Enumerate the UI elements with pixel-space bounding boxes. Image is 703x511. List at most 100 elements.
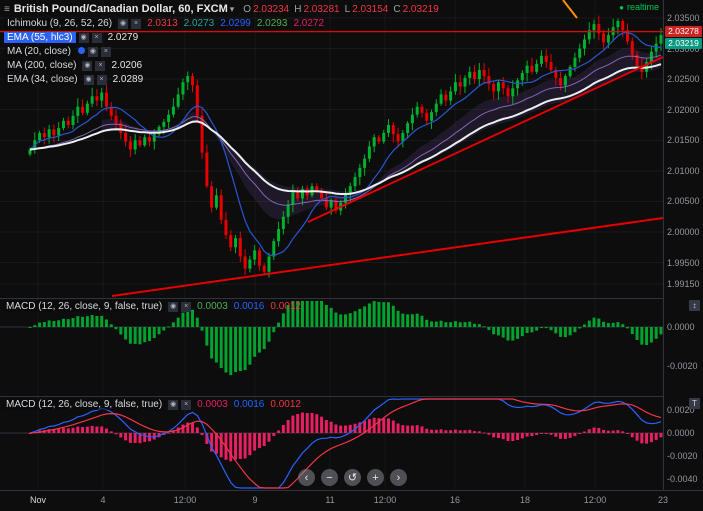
indicator-value: 2.0273 bbox=[183, 18, 215, 29]
time-tick: 16 bbox=[449, 495, 461, 505]
time-tick: 12:00 bbox=[173, 495, 197, 505]
close-icon[interactable]: × bbox=[181, 400, 192, 410]
macd2-legend: MACD (12, 26, close, 9, false, true) ◉ × 0.… bbox=[3, 399, 301, 410]
macd1-label[interactable]: MACD (12, 26, close, 9, false, true) bbox=[3, 301, 166, 312]
indicator-row: EMA (34, close) ◉ × 2.0289 bbox=[4, 73, 324, 86]
indicator-label[interactable]: EMA (34, close) bbox=[4, 74, 81, 85]
eye-icon[interactable]: ◉ bbox=[168, 302, 179, 312]
close-icon[interactable]: × bbox=[91, 33, 102, 43]
indicator-label[interactable]: EMA (55, hlc3) bbox=[4, 32, 76, 43]
time-tick: 12:00 bbox=[583, 495, 607, 505]
panel-separator[interactable] bbox=[0, 396, 703, 397]
price-chart-canvas[interactable] bbox=[0, 0, 663, 298]
price-tick: 2.01500 bbox=[667, 135, 700, 146]
price-tick: 2.03500 bbox=[667, 13, 700, 23]
indicator-row: Ichimoku (9, 26, 52, 26) ◉ × 2.0313 2.0273 2.… bbox=[4, 17, 324, 30]
time-axis[interactable]: Nov 4 12:00 9 11 12:00 16 18 12:00 23 bbox=[0, 490, 703, 511]
indicator-value: 2.0293 bbox=[256, 18, 288, 29]
macd-value: 0.0016 bbox=[233, 399, 265, 410]
ohlc-label: H bbox=[294, 4, 302, 15]
price-tick: 2.00000 bbox=[667, 227, 700, 238]
indicator-value: 2.0272 bbox=[293, 18, 325, 29]
macd1-canvas[interactable] bbox=[0, 299, 663, 396]
indicator-value: 2.0289 bbox=[112, 74, 144, 85]
close-icon[interactable]: × bbox=[95, 61, 106, 71]
eye-icon[interactable]: ◉ bbox=[168, 400, 179, 410]
panel-resize-icon[interactable]: ↕ bbox=[689, 300, 700, 311]
eye-icon[interactable]: ◉ bbox=[118, 19, 129, 29]
macd-axis-tick: 0.0000 bbox=[667, 428, 695, 438]
indicator-row: EMA (55, hlc3) ◉ × 2.0279 bbox=[4, 31, 324, 44]
macd-value: 0.0003 bbox=[197, 301, 228, 312]
macd-axis-tick: -0.0040 bbox=[667, 474, 698, 484]
time-tick: 9 bbox=[252, 495, 258, 505]
indicator-label[interactable]: MA (200, close) bbox=[4, 60, 80, 71]
indicator-row: MA (20, close) ◉ × bbox=[4, 45, 324, 58]
ohlc-label: O bbox=[243, 4, 252, 15]
close-icon[interactable]: × bbox=[96, 75, 107, 85]
eye-icon[interactable]: ◉ bbox=[78, 33, 89, 43]
menu-icon[interactable]: ≡ bbox=[4, 4, 10, 15]
chart-nav: ‹ − ↺ + › bbox=[298, 469, 407, 486]
close-icon[interactable]: × bbox=[181, 302, 192, 312]
realtime-indicator: ● realtime bbox=[619, 2, 659, 12]
close-icon[interactable]: × bbox=[131, 19, 142, 29]
chart-header: ≡ British Pound/Canadian Dollar, 60, FXCM… bbox=[4, 3, 439, 15]
ohlc-value: 2.03234 bbox=[253, 4, 290, 15]
ohlc-label: L bbox=[344, 4, 351, 15]
time-tick: 23 bbox=[657, 495, 669, 505]
macd2-canvas[interactable] bbox=[0, 397, 663, 490]
indicator-value: 2.0206 bbox=[111, 60, 143, 71]
eye-icon[interactable]: ◉ bbox=[82, 61, 93, 71]
price-badge-last: 2.03219 bbox=[665, 38, 702, 50]
macd-axis-tick: -0.0020 bbox=[667, 361, 698, 371]
realtime-dot-icon: ● bbox=[619, 3, 624, 12]
indicator-color-dot bbox=[77, 47, 85, 54]
reset-view-button[interactable]: ↺ bbox=[344, 469, 361, 486]
indicator-value: 2.0279 bbox=[107, 32, 139, 43]
macd-value: 0.0003 bbox=[197, 399, 228, 410]
price-tick: 1.99150 bbox=[667, 279, 700, 289]
time-tick: 4 bbox=[100, 495, 106, 505]
zoom-out-button[interactable]: − bbox=[321, 469, 338, 486]
eye-icon[interactable]: ◉ bbox=[87, 47, 98, 57]
eye-icon[interactable]: ◉ bbox=[83, 75, 94, 85]
macd-axis-tick: 0.0000 bbox=[667, 322, 695, 332]
indicator-legend: Ichimoku (9, 26, 52, 26) ◉ × 2.0313 2.0273 2.… bbox=[4, 17, 324, 87]
price-tick: 2.02500 bbox=[667, 74, 700, 85]
price-tick: 2.02000 bbox=[667, 104, 700, 115]
price-tick: 2.00500 bbox=[667, 196, 700, 207]
macd2-label[interactable]: MACD (12, 26, close, 9, false, true) bbox=[3, 399, 166, 410]
time-tick: Nov bbox=[29, 495, 47, 505]
indicator-label[interactable]: MA (20, close) bbox=[4, 46, 74, 57]
ohlc-value: 2.03154 bbox=[352, 4, 389, 15]
indicator-value: 2.0299 bbox=[220, 18, 251, 29]
macd-value: 0.0012 bbox=[270, 399, 301, 410]
scroll-right-button[interactable]: › bbox=[390, 469, 407, 486]
indicator-value: 2.0313 bbox=[147, 18, 178, 29]
macd-value: 0.0012 bbox=[270, 301, 301, 312]
symbol-title[interactable]: British Pound/Canadian Dollar, 60, FXCM bbox=[13, 3, 228, 15]
price-tick: 1.99500 bbox=[667, 257, 700, 268]
macd-value: 0.0016 bbox=[233, 301, 265, 312]
ohlc-label: C bbox=[393, 4, 401, 15]
time-tick: 12:00 bbox=[373, 495, 397, 505]
price-axis[interactable]: 2.035002.030002.025002.020002.015002.010… bbox=[663, 0, 703, 490]
macd1-legend: MACD (12, 26, close, 9, false, true) ◉ × 0.… bbox=[3, 301, 301, 312]
price-badge-alert: 2.03278 bbox=[665, 26, 702, 38]
zoom-in-button[interactable]: + bbox=[367, 469, 384, 486]
close-icon[interactable]: × bbox=[100, 47, 111, 57]
chevron-down-icon[interactable]: ▾ bbox=[229, 4, 235, 14]
ohlc-value: 2.03219 bbox=[402, 4, 439, 15]
panel-separator[interactable] bbox=[0, 298, 703, 299]
ohlc-value: 2.03281 bbox=[303, 4, 340, 15]
indicator-label[interactable]: Ichimoku (9, 26, 52, 26) bbox=[4, 18, 116, 29]
macd-axis-tick: 0.0020 bbox=[667, 405, 695, 415]
ohlc-values: O 2.03234 H 2.03281 L 2.03154 C 2.03219 bbox=[238, 3, 438, 15]
scroll-left-button[interactable]: ‹ bbox=[298, 469, 315, 486]
realtime-label: realtime bbox=[626, 2, 659, 12]
panel-tools-icon[interactable]: T bbox=[689, 398, 700, 409]
price-tick: 2.01000 bbox=[667, 165, 700, 176]
indicator-row: MA (200, close) ◉ × 2.0206 bbox=[4, 59, 324, 72]
